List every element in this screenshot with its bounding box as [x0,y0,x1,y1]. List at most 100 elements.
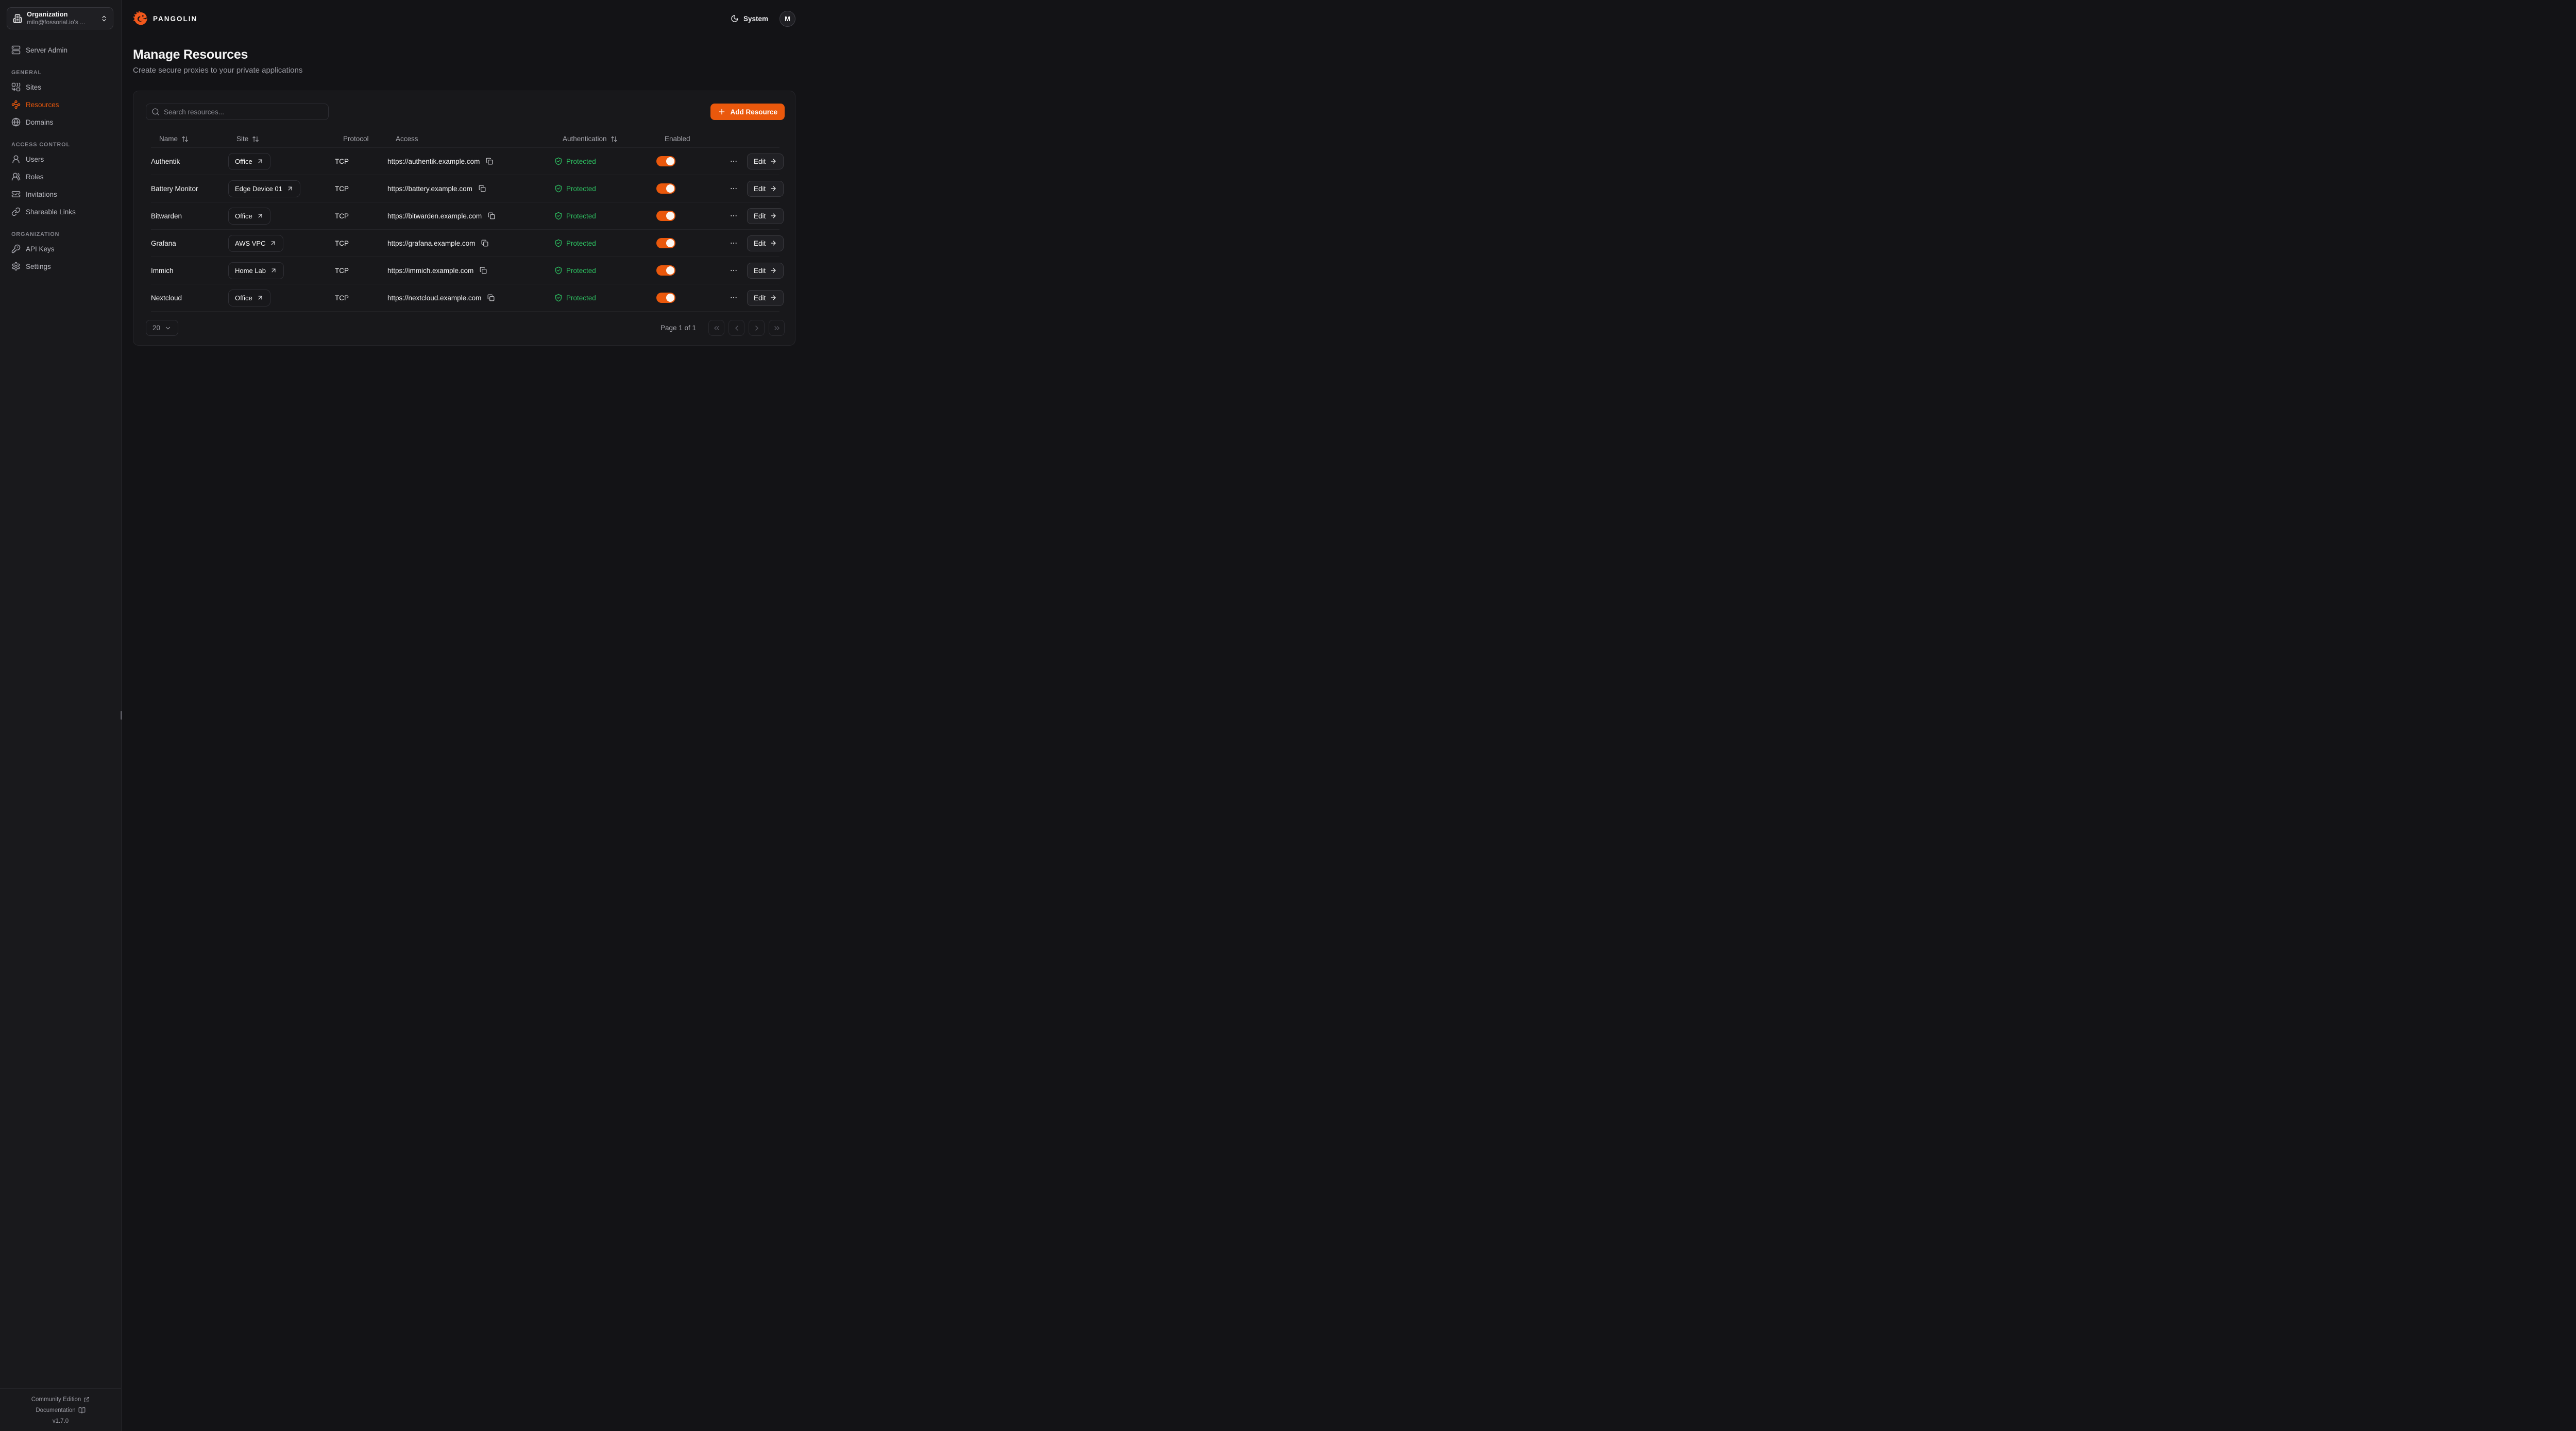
ellipsis-icon [730,157,738,165]
row-menu-button[interactable] [728,183,739,194]
sidebar-item-settings[interactable]: Settings [7,258,114,275]
avatar-initial: M [785,14,790,23]
sidebar-item-roles[interactable]: Roles [7,168,114,185]
external-link-icon [83,1396,90,1403]
avatar[interactable]: M [779,10,795,27]
enabled-toggle[interactable] [656,183,675,194]
toggle-knob [666,266,674,275]
brand-name: PANGOLIN [153,14,198,23]
enabled-toggle[interactable] [656,293,675,303]
sidebar-resize-handle[interactable] [121,711,122,720]
globe-icon [11,117,21,127]
search-input[interactable] [164,108,323,116]
site-link-button[interactable]: Office [228,289,270,306]
last-page-button[interactable] [769,320,785,336]
toggle-knob [666,212,674,220]
row-menu-button[interactable] [728,211,739,221]
copy-url-button[interactable] [487,211,496,220]
row-menu-button[interactable] [728,238,739,248]
page-info: Page 1 of 1 [660,324,696,332]
site-link-button[interactable]: Home Lab [228,262,284,279]
auth-status: Protected [566,294,596,302]
copy-url-button[interactable] [486,293,496,302]
combine-icon [11,82,21,92]
add-resource-button[interactable]: Add Resource [710,104,785,120]
row-menu-button[interactable] [728,265,739,276]
site-cell: Office [228,207,335,225]
shield-check-icon [554,157,563,165]
community-edition-link[interactable]: Community Edition [0,1394,121,1405]
site-link-button[interactable]: Office [228,207,270,225]
enabled-toggle[interactable] [656,211,675,221]
column-header-authentication[interactable]: Authentication [554,135,656,143]
main-content: PANGOLIN System M Manage Resources Creat… [122,0,808,442]
edit-button[interactable]: Edit [747,235,784,251]
sidebar-item-domains[interactable]: Domains [7,113,114,131]
sort-icon [611,135,618,143]
edit-button[interactable]: Edit [747,208,784,224]
sidebar-item-api-keys[interactable]: API Keys [7,240,114,258]
first-page-button[interactable] [708,320,724,336]
sidebar-item-invitations[interactable]: Invitations [7,185,114,203]
site-cell: AWS VPC [228,234,335,252]
column-header-protocol: Protocol [335,135,387,143]
sidebar-item-label: Users [26,155,44,163]
resource-protocol: TCP [335,294,349,302]
enabled-toggle[interactable] [656,156,675,166]
access-cell: https://immich.example.com [387,266,554,275]
column-header-enabled: Enabled [656,135,728,143]
org-selector[interactable]: Organization milo@fossorial.io's ... [7,7,113,29]
copy-url-button[interactable] [478,184,487,193]
sidebar-item-sites[interactable]: Sites [7,78,114,96]
sidebar-nav-top: Server Admin [0,41,121,59]
resource-name: Nextcloud [151,294,182,302]
enabled-cell [656,238,728,248]
site-cell: Edge Device 01 [228,180,335,197]
site-name: Office [235,212,252,220]
arrow-right-icon [770,185,777,192]
table-row: Authentik Office TCP https://authentik.e… [151,148,784,175]
theme-toggle[interactable]: System [731,14,768,23]
plus-icon [718,108,726,116]
page-size-select[interactable]: 20 [146,320,178,336]
sidebar-item-server-admin[interactable]: Server Admin [7,41,114,59]
arrow-right-icon [770,212,777,219]
sidebar-item-shareable-links[interactable]: Shareable Links [7,203,114,220]
site-cell: Home Lab [228,262,335,279]
previous-page-button[interactable] [728,320,744,336]
resource-name: Grafana [151,239,176,247]
sidebar-item-label: API Keys [26,245,55,253]
resource-protocol: TCP [335,239,349,247]
auth-cell: Protected [554,157,656,165]
enabled-toggle[interactable] [656,265,675,276]
arrow-right-icon [770,240,777,247]
site-link-button[interactable]: Office [228,152,270,170]
topbar: PANGOLIN System M [122,0,808,37]
row-menu-button[interactable] [728,293,739,303]
resource-name: Immich [151,266,174,275]
column-header-site[interactable]: Site [228,135,335,143]
resource-name: Bitwarden [151,212,182,220]
pagination-buttons [708,320,785,336]
site-name: AWS VPC [235,239,266,247]
next-page-button[interactable] [749,320,765,336]
column-header-name[interactable]: Name [151,135,228,143]
site-link-button[interactable]: Edge Device 01 [228,180,300,197]
copy-url-button[interactable] [479,266,488,275]
edit-button[interactable]: Edit [747,153,784,169]
edit-button[interactable]: Edit [747,180,784,197]
row-menu-button[interactable] [728,156,739,166]
actions-cell: Edit [728,153,784,169]
site-link-button[interactable]: AWS VPC [228,234,284,252]
sidebar-item-users[interactable]: Users [7,150,114,168]
sidebar-item-resources[interactable]: Resources [7,96,114,113]
enabled-toggle[interactable] [656,238,675,248]
copy-url-button[interactable] [480,238,489,248]
toggle-knob [666,157,674,165]
edit-button[interactable]: Edit [747,262,784,279]
edit-button[interactable]: Edit [747,289,784,306]
copy-url-button[interactable] [485,157,494,166]
column-label: Access [396,135,418,143]
arrow-right-icon [770,158,777,165]
documentation-link[interactable]: Documentation [0,1405,121,1416]
